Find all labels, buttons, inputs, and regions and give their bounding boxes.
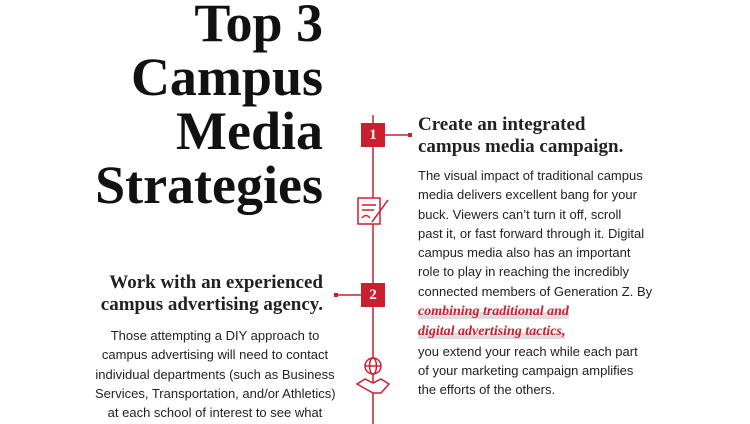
step-number: 1: [361, 123, 385, 147]
body-line: The visual impact of traditional campus: [418, 168, 643, 183]
body-line: individual departments (such as Business: [95, 365, 335, 384]
title: Top 3 Campus Media Strategies: [95, 0, 323, 212]
body-line: buck. Viewers can’t turn it off, scroll: [418, 206, 622, 222]
title-line: Top 3: [194, 0, 323, 53]
body-line: you extend your reach while each part: [418, 343, 638, 359]
strategy-body: Those attempting a DIY approach to campus…: [95, 326, 336, 424]
body-line: campus advertising will need to contact: [101, 347, 329, 363]
step-number: 2: [361, 283, 385, 307]
body-line: the efforts of the others.: [418, 380, 652, 399]
body-line: The visual impact of traditional campus: [418, 166, 652, 185]
title-line: Campus: [130, 47, 323, 107]
body-line: role to play in reaching the incredibly: [418, 264, 630, 280]
highlight-line: combining traditional and: [418, 301, 652, 321]
heading-line: campus advertising agency.: [101, 294, 323, 316]
body-line: of your marketing campaign amplifies: [418, 361, 652, 380]
strategy-heading: Work with an experienced campus advertisi…: [101, 272, 323, 316]
body-line: campus media also has an important: [418, 245, 631, 261]
heading-line: campus media campaign.: [418, 136, 624, 157]
title-line: Strategies: [95, 155, 323, 215]
heading-line: Work with an experienced: [109, 272, 323, 293]
body-line: Those attempting a DIY approach to: [95, 326, 335, 345]
body-line: at each school of interest to see what: [95, 403, 335, 422]
title-line: Media: [176, 101, 323, 161]
body-line: at each school of interest to see what: [107, 405, 323, 421]
body-line: past it, or fast forward through it. Dig…: [418, 224, 652, 243]
body-line: campus advertising will need to contact: [95, 345, 335, 364]
heading-line: campus media campaign.: [418, 136, 623, 158]
heading-line: Create an integrated: [418, 114, 623, 136]
body-line: role to play in reaching the incredibly: [418, 262, 652, 281]
highlight-line: digital advertising tactics,: [418, 321, 652, 341]
body-line: connected members of Generation Z. By: [418, 283, 653, 299]
strategy-body: The visual impact of traditional campus m…: [418, 166, 652, 400]
body-line: past it, or fast forward through it. Dig…: [418, 225, 645, 241]
heading-line: Create an integrated: [418, 114, 586, 135]
body-line: Services, Transportation, and/or Athleti…: [95, 385, 336, 401]
body-line: of your marketing campaign amplifies: [418, 362, 634, 378]
body-line: Services, Transportation, and/or Athleti…: [95, 384, 336, 403]
highlight-line: digital advertising tactics,: [418, 324, 566, 340]
body-line: campus media also has an important: [418, 243, 652, 262]
heading-line: Work with an experienced: [101, 272, 323, 294]
contract-icon: [357, 197, 389, 225]
body-line: media delivers excellent bang for your: [418, 185, 652, 204]
heading-line: campus advertising agency.: [100, 294, 323, 315]
body-line: buck. Viewers can’t turn it off, scroll: [418, 205, 652, 224]
body-line: Those attempting a DIY approach to: [110, 328, 320, 343]
body-line: connected members of Generation Z. By: [418, 282, 652, 301]
globe-handshake-icon: [355, 357, 391, 394]
body-line: the efforts of the others.: [418, 382, 556, 398]
body-line: individual departments (such as Business: [95, 366, 335, 382]
body-line: you extend your reach while each part: [418, 342, 652, 361]
body-line: media delivers excellent bang for your: [418, 187, 637, 203]
strategy-heading: Create an integrated campus media campaig…: [418, 114, 623, 158]
highlight-line: combining traditional and: [418, 304, 569, 320]
